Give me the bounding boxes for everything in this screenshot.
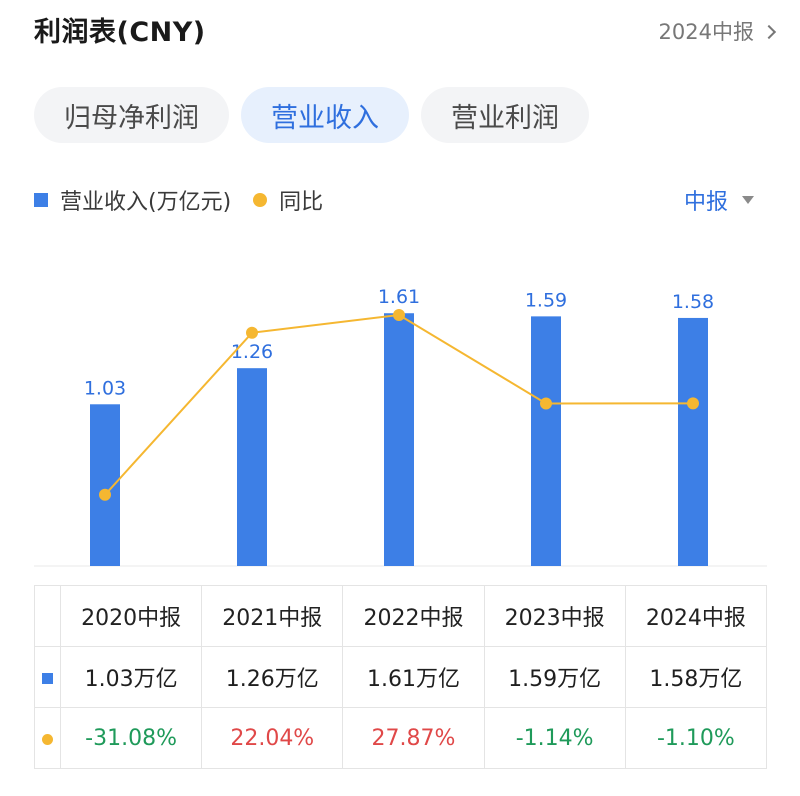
table-cell: 1.03万亿	[59, 646, 203, 708]
table-header-row: 2020中报 2021中报 2022中报 2023中报 2024中报	[34, 585, 768, 647]
table-cell: 22.04%	[201, 707, 344, 769]
period-select[interactable]: 中报	[684, 184, 754, 216]
yoy-point	[246, 326, 258, 339]
bar-value-label: 1.26	[231, 341, 273, 363]
chevron-right-icon	[761, 24, 777, 40]
tab-revenue[interactable]: 营业收入	[241, 87, 409, 143]
table-cell: 1.59万亿	[483, 646, 626, 708]
table-cell: 1.61万亿	[342, 646, 485, 708]
table-header-cell: 2023中报	[483, 585, 626, 647]
header: 利润表(CNY) 2024中报	[34, 6, 777, 52]
caret-down-icon	[742, 196, 754, 204]
bar-value-label: 1.61	[378, 286, 420, 308]
bar-value-label: 1.58	[672, 291, 714, 313]
revenue-bar	[90, 404, 120, 566]
period-select-label: 中报	[683, 190, 728, 215]
table-row-yoy: -31.08% 22.04% 27.87% -1.14% -1.10%	[34, 707, 768, 769]
period-link-label: 2024中报	[658, 20, 754, 44]
table-cell: 1.58万亿	[624, 646, 768, 708]
tab-operating-profit[interactable]: 营业利润	[421, 87, 589, 143]
dot-marker-icon	[42, 733, 53, 745]
metric-tabs: 归母净利润 营业收入 营业利润	[34, 87, 589, 143]
yoy-point	[99, 488, 111, 501]
chart-legend: 营业收入(万亿元) 同比	[34, 184, 323, 216]
table-header-cell: 2021中报	[201, 585, 344, 647]
tab-net-profit[interactable]: 归母净利润	[34, 87, 229, 143]
table-cell: 27.87%	[342, 707, 485, 769]
table-header-cell: 2022中报	[342, 585, 485, 647]
table-cell: -1.10%	[624, 707, 768, 769]
revenue-bar	[384, 313, 414, 566]
table-corner-cell	[34, 585, 61, 647]
table-cell: -1.14%	[483, 707, 626, 769]
page-title: 利润表(CNY)	[34, 17, 206, 48]
yoy-point	[687, 397, 699, 410]
yoy-point	[540, 397, 552, 410]
period-link[interactable]: 2024中报	[658, 16, 777, 46]
revenue-bar	[531, 316, 561, 566]
data-table: 2020中报 2021中报 2022中报 2023中报 2024中报 1.03万…	[34, 585, 768, 769]
bar-legend-marker	[34, 193, 48, 207]
bar-value-label: 1.59	[525, 289, 567, 311]
bar-value-label: 1.03	[84, 377, 126, 399]
revenue-bar	[678, 317, 708, 566]
bar-legend-label: 营业收入(万亿元)	[60, 190, 232, 215]
table-header-cell: 2024中报	[624, 585, 768, 647]
table-row-revenue: 1.03万亿 1.26万亿 1.61万亿 1.59万亿 1.58万亿	[34, 646, 768, 708]
revenue-row-marker	[34, 646, 61, 708]
revenue-chart: 1.03 1.26 1.61 1.59 1.58	[34, 286, 767, 567]
table-header-cell: 2020中报	[59, 585, 203, 647]
bar-marker-icon	[42, 672, 53, 684]
line-legend-label: 同比	[279, 190, 324, 215]
line-legend-marker	[253, 193, 268, 207]
revenue-bar	[237, 368, 267, 566]
table-cell: -31.08%	[59, 707, 203, 769]
yoy-point	[393, 308, 405, 321]
yoy-row-marker	[34, 707, 61, 769]
table-cell: 1.26万亿	[201, 646, 344, 708]
